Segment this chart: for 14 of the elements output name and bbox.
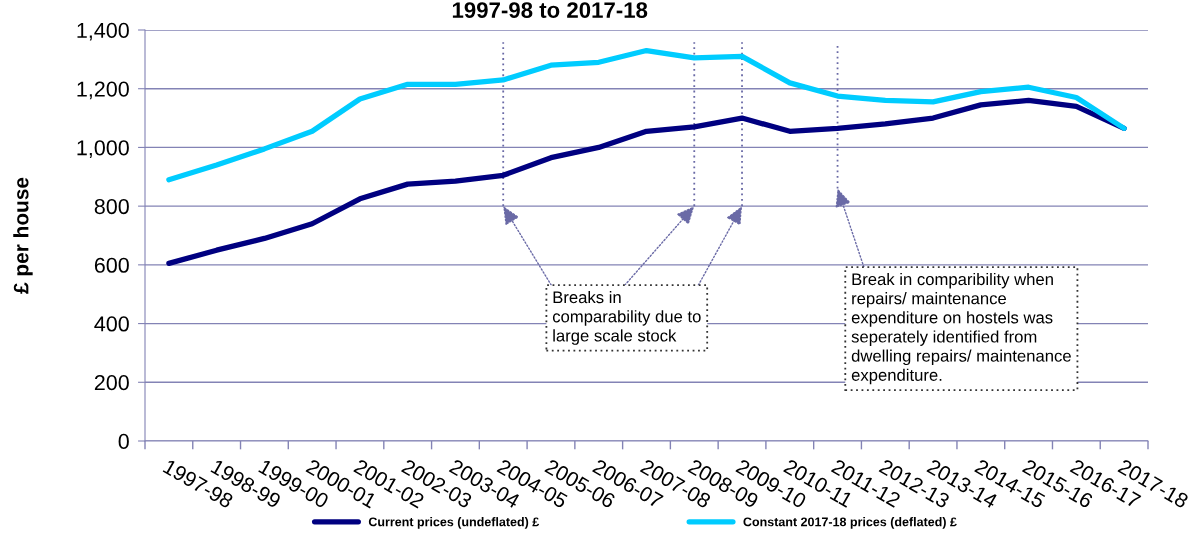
y-tick-label: 1,200: [77, 81, 129, 100]
annotation: Breaks in comparability due to large scale stock: [552, 290, 701, 345]
legend-label: Current prices (undeflated) £: [368, 517, 540, 529]
y-tick-label: 800: [94, 198, 129, 215]
y-tick-label: 200: [94, 375, 129, 391]
legend-label: Constant 2017-18 prices (deflated) £: [743, 517, 957, 529]
chart-title: 1997-98 to 2017-18: [452, 2, 648, 18]
y-tick-label: 0: [118, 433, 129, 450]
y-tick-label: 400: [94, 316, 129, 332]
y-tick-label: 600: [94, 257, 129, 273]
y-tick-label: 1,000: [77, 140, 129, 158]
y-axis-title: £ per house: [13, 177, 33, 294]
y-tick-label: 1,400: [77, 22, 129, 41]
annotation: Break in comparibility when repairs/ maintenance expenditure on hostels was seperately identified from dwelling repairs/ maintenance expenditure.: [851, 272, 1071, 385]
